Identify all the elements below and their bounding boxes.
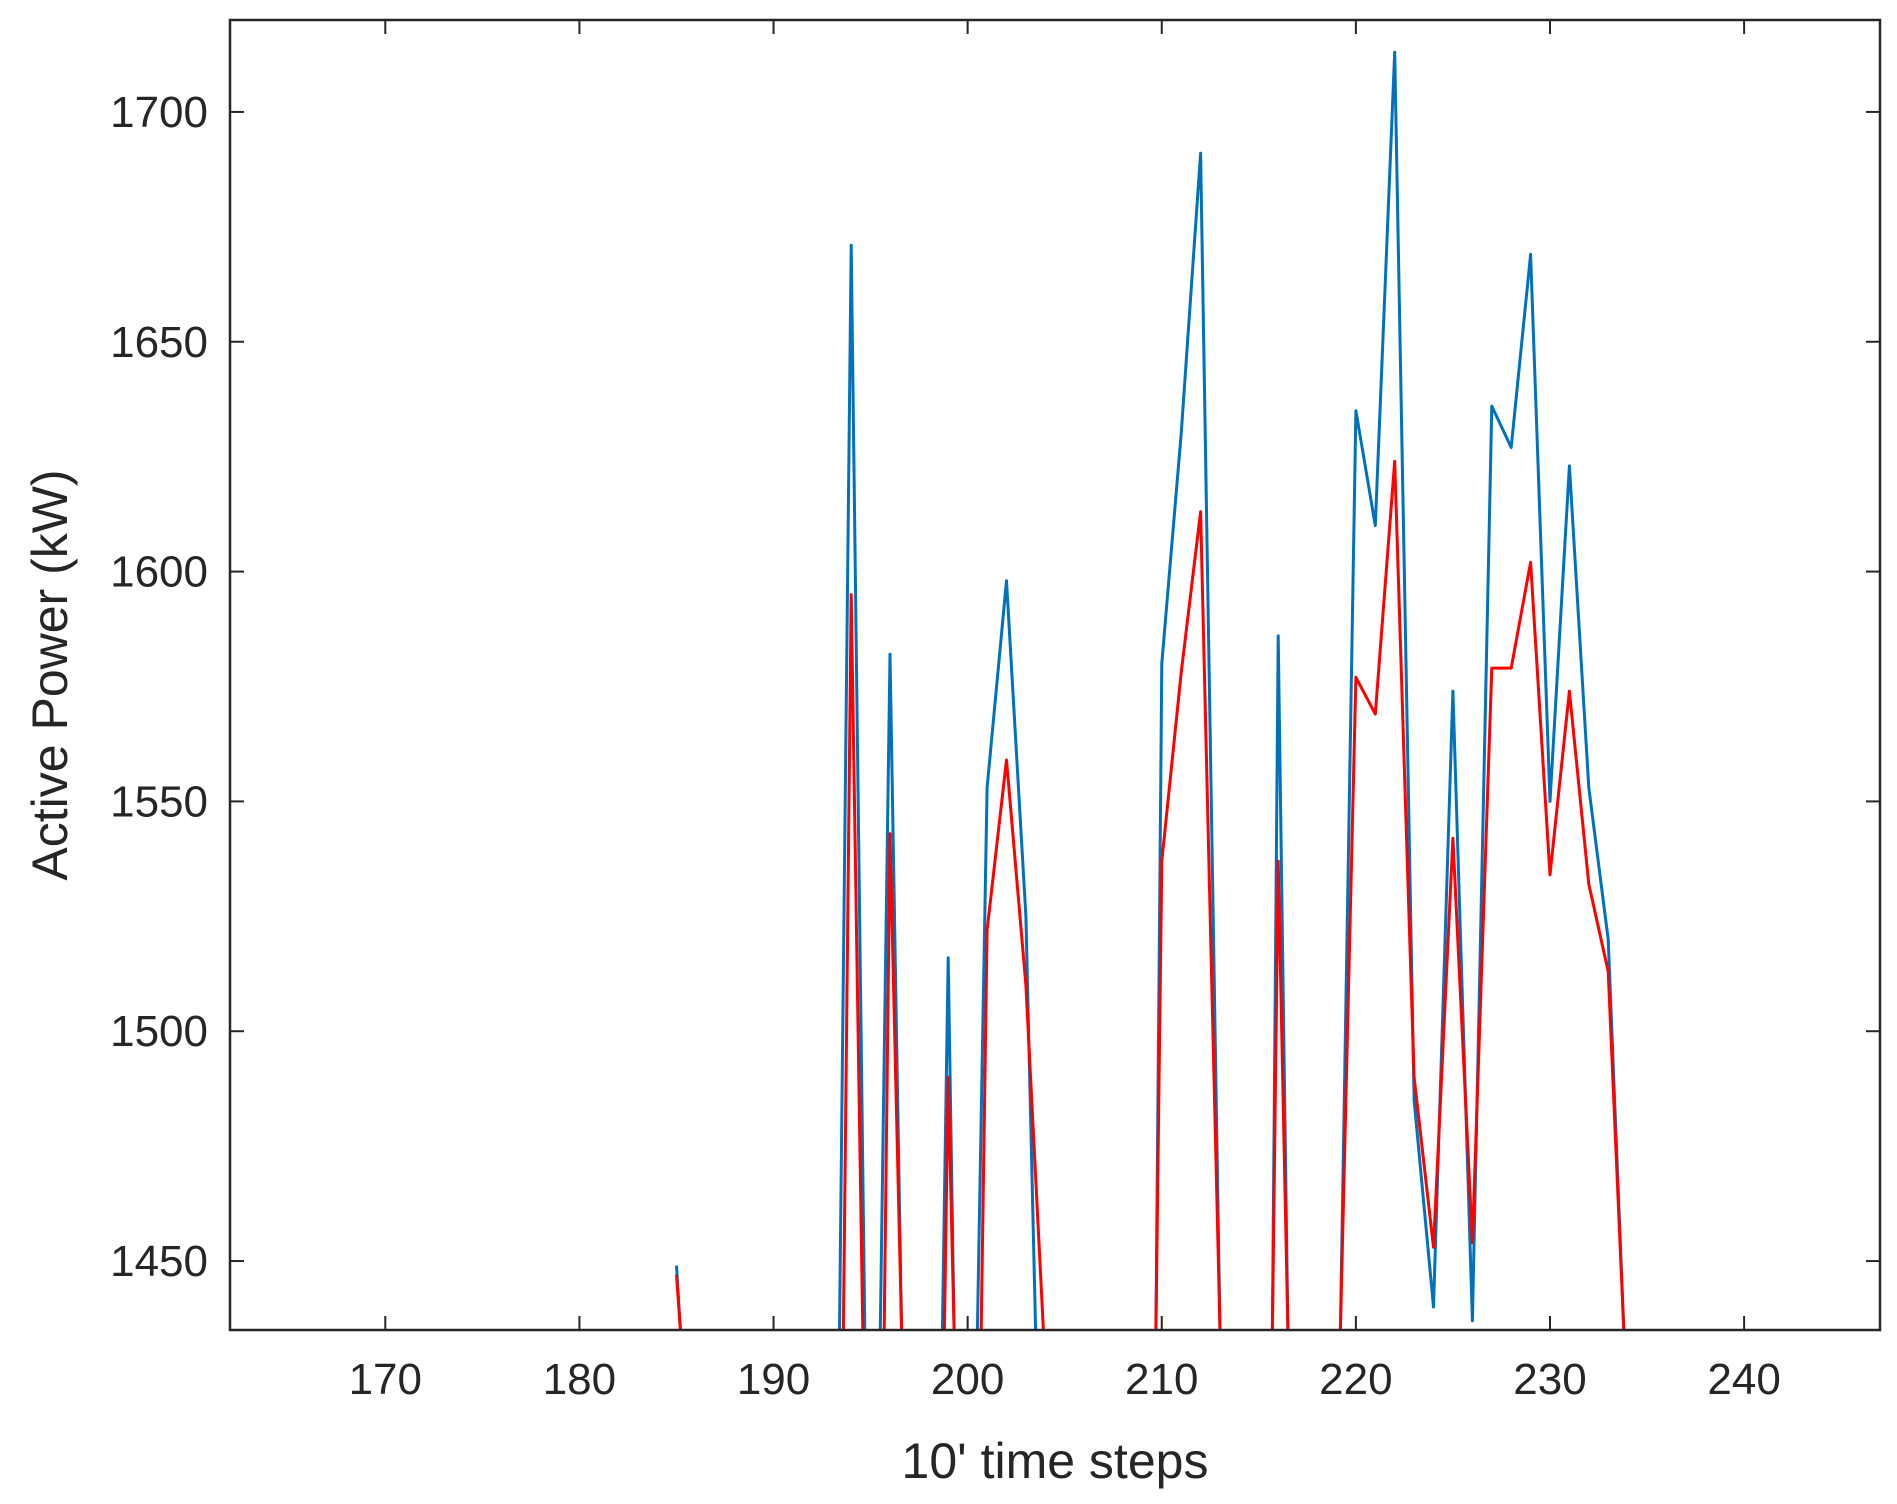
series-2-line-segment — [1338, 459, 1626, 1330]
series-layer — [675, 50, 1626, 1330]
y-tick-label: 1550 — [110, 777, 208, 826]
y-tick-label: 1450 — [110, 1237, 208, 1286]
series-2-line-segment — [979, 758, 1045, 1330]
y-tick-label: 1500 — [110, 1007, 208, 1056]
x-tick-label: 180 — [543, 1355, 616, 1404]
series-2-line-segment — [942, 1075, 956, 1330]
series-1-line-segment — [1154, 151, 1222, 1330]
x-tick-label: 220 — [1319, 1355, 1392, 1404]
plot-area-background — [230, 20, 1880, 1330]
axes-box — [228, 18, 1882, 1332]
y-axis: 1450 1500 1550 1600 1650 1700 — [110, 88, 1880, 1286]
x-axis: 170 180 190 200 210 220 230 240 — [349, 20, 1781, 1404]
x-axis-label: 10' time steps — [902, 1433, 1209, 1489]
y-axis-label: Active Power (kW) — [22, 469, 78, 880]
y-tick-label: 1700 — [110, 88, 208, 137]
x-tick-label: 200 — [931, 1355, 1004, 1404]
y-tick-label: 1600 — [110, 548, 208, 597]
x-tick-label: 190 — [737, 1355, 810, 1404]
x-tick-label: 240 — [1707, 1355, 1780, 1404]
series-2-line-segment — [882, 832, 904, 1330]
series-2-line-segment — [1270, 859, 1290, 1330]
x-tick-label: 170 — [349, 1355, 422, 1404]
x-tick-label: 230 — [1513, 1355, 1586, 1404]
y-tick-label: 1650 — [110, 318, 208, 367]
series-1-line-segment — [838, 243, 867, 1330]
series-2-line-segment — [841, 593, 865, 1330]
series-1-line-segment — [1338, 50, 1626, 1330]
series-2-line-segment — [675, 1274, 682, 1330]
series-2-line-segment — [1154, 510, 1222, 1330]
x-tick-label: 210 — [1125, 1355, 1198, 1404]
